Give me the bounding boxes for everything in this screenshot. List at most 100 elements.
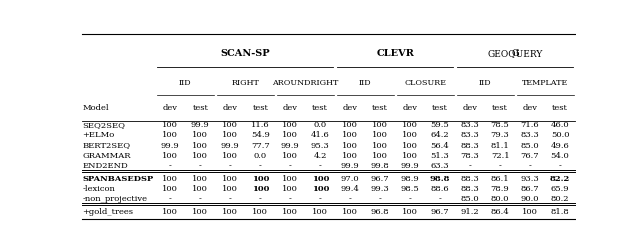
Text: 88.3: 88.3: [461, 185, 479, 193]
Text: BERT2SEQ: BERT2SEQ: [83, 142, 131, 150]
Text: 88.3: 88.3: [461, 142, 479, 150]
Text: -: -: [289, 195, 292, 203]
Text: 99.9: 99.9: [341, 162, 360, 170]
Text: SEQ2SEQ: SEQ2SEQ: [83, 121, 125, 129]
Text: 0.0: 0.0: [253, 152, 267, 160]
Text: test: test: [193, 104, 208, 112]
Text: dev: dev: [223, 104, 238, 112]
Text: 100: 100: [342, 132, 358, 140]
Text: test: test: [312, 104, 328, 112]
Text: 99.9: 99.9: [161, 142, 180, 150]
Text: 100: 100: [193, 208, 208, 216]
Text: 54.9: 54.9: [251, 132, 269, 140]
Text: 99.4: 99.4: [340, 185, 360, 193]
Text: 100: 100: [282, 174, 298, 182]
Text: 100: 100: [193, 185, 208, 193]
Text: 86.4: 86.4: [491, 208, 509, 216]
Text: +ELMo: +ELMo: [83, 132, 115, 140]
Text: 100: 100: [282, 121, 298, 129]
Text: 100: 100: [372, 132, 388, 140]
Text: -: -: [319, 162, 322, 170]
Text: 88.6: 88.6: [431, 185, 449, 193]
Text: -: -: [379, 195, 381, 203]
Text: test: test: [492, 104, 508, 112]
Text: SPANBASEDSP: SPANBASEDSP: [83, 174, 154, 182]
Text: G: G: [511, 49, 519, 58]
Text: 83.3: 83.3: [521, 132, 540, 140]
Text: 100: 100: [372, 142, 388, 150]
Text: 63.3: 63.3: [431, 162, 449, 170]
Text: test: test: [552, 104, 568, 112]
Text: 90.0: 90.0: [521, 195, 540, 203]
Text: 100: 100: [222, 208, 238, 216]
Text: 93.3: 93.3: [521, 174, 540, 182]
Text: 100: 100: [193, 174, 208, 182]
Text: -lexicon: -lexicon: [83, 185, 115, 193]
Text: 100: 100: [312, 174, 329, 182]
Text: 100: 100: [522, 208, 538, 216]
Text: 99.9: 99.9: [401, 162, 419, 170]
Text: 100: 100: [222, 132, 238, 140]
Text: 51.3: 51.3: [431, 152, 449, 160]
Text: -: -: [319, 195, 322, 203]
Text: 56.4: 56.4: [431, 142, 449, 150]
Text: CLEVR: CLEVR: [376, 49, 414, 58]
Text: 100: 100: [402, 132, 418, 140]
Text: test: test: [432, 104, 448, 112]
Text: 71.6: 71.6: [521, 121, 540, 129]
Text: IID: IID: [479, 79, 492, 87]
Text: -: -: [468, 162, 472, 170]
Text: 100: 100: [282, 208, 298, 216]
Text: 88.3: 88.3: [461, 174, 479, 182]
Text: 95.3: 95.3: [311, 142, 330, 150]
Text: 100: 100: [342, 142, 358, 150]
Text: 82.2: 82.2: [550, 174, 570, 182]
Text: -: -: [229, 162, 232, 170]
Text: 96.7: 96.7: [431, 208, 449, 216]
Text: 78.9: 78.9: [491, 185, 509, 193]
Text: 4.2: 4.2: [314, 152, 327, 160]
Text: 11.6: 11.6: [251, 121, 269, 129]
Text: IID: IID: [179, 79, 191, 87]
Text: 86.1: 86.1: [491, 174, 509, 182]
Text: 100: 100: [252, 208, 268, 216]
Text: 99.9: 99.9: [281, 142, 300, 150]
Text: 99.9: 99.9: [191, 121, 210, 129]
Text: 100: 100: [342, 208, 358, 216]
Text: 100: 100: [163, 185, 179, 193]
Text: -: -: [349, 195, 351, 203]
Text: 83.3: 83.3: [461, 121, 479, 129]
Text: dev: dev: [163, 104, 178, 112]
Text: 100: 100: [372, 152, 388, 160]
Text: TEMPLATE: TEMPLATE: [522, 79, 568, 87]
Text: 79.3: 79.3: [491, 132, 509, 140]
Text: 100: 100: [163, 121, 179, 129]
Text: -: -: [499, 162, 502, 170]
Text: -: -: [229, 195, 232, 203]
Text: 80.0: 80.0: [491, 195, 509, 203]
Text: 97.0: 97.0: [341, 174, 360, 182]
Text: 100: 100: [342, 152, 358, 160]
Text: -: -: [169, 195, 172, 203]
Text: -: -: [259, 195, 262, 203]
Text: Model: Model: [83, 104, 109, 112]
Text: dev: dev: [403, 104, 418, 112]
Text: 76.7: 76.7: [521, 152, 540, 160]
Text: AROUNDRIGHT: AROUNDRIGHT: [272, 79, 339, 87]
Text: 85.0: 85.0: [461, 195, 479, 203]
Text: GRAMMAR: GRAMMAR: [83, 152, 131, 160]
Text: 98.5: 98.5: [401, 185, 419, 193]
Text: 100: 100: [222, 174, 238, 182]
Text: test: test: [252, 104, 268, 112]
Text: END2END: END2END: [83, 162, 128, 170]
Text: 86.7: 86.7: [521, 185, 540, 193]
Text: 100: 100: [163, 132, 179, 140]
Text: 100: 100: [372, 121, 388, 129]
Text: -: -: [289, 162, 292, 170]
Text: 99.8: 99.8: [371, 162, 390, 170]
Text: 98.9: 98.9: [401, 174, 419, 182]
Text: 100: 100: [222, 121, 238, 129]
Text: -: -: [438, 195, 442, 203]
Text: 50.0: 50.0: [551, 132, 569, 140]
Text: 91.2: 91.2: [461, 208, 479, 216]
